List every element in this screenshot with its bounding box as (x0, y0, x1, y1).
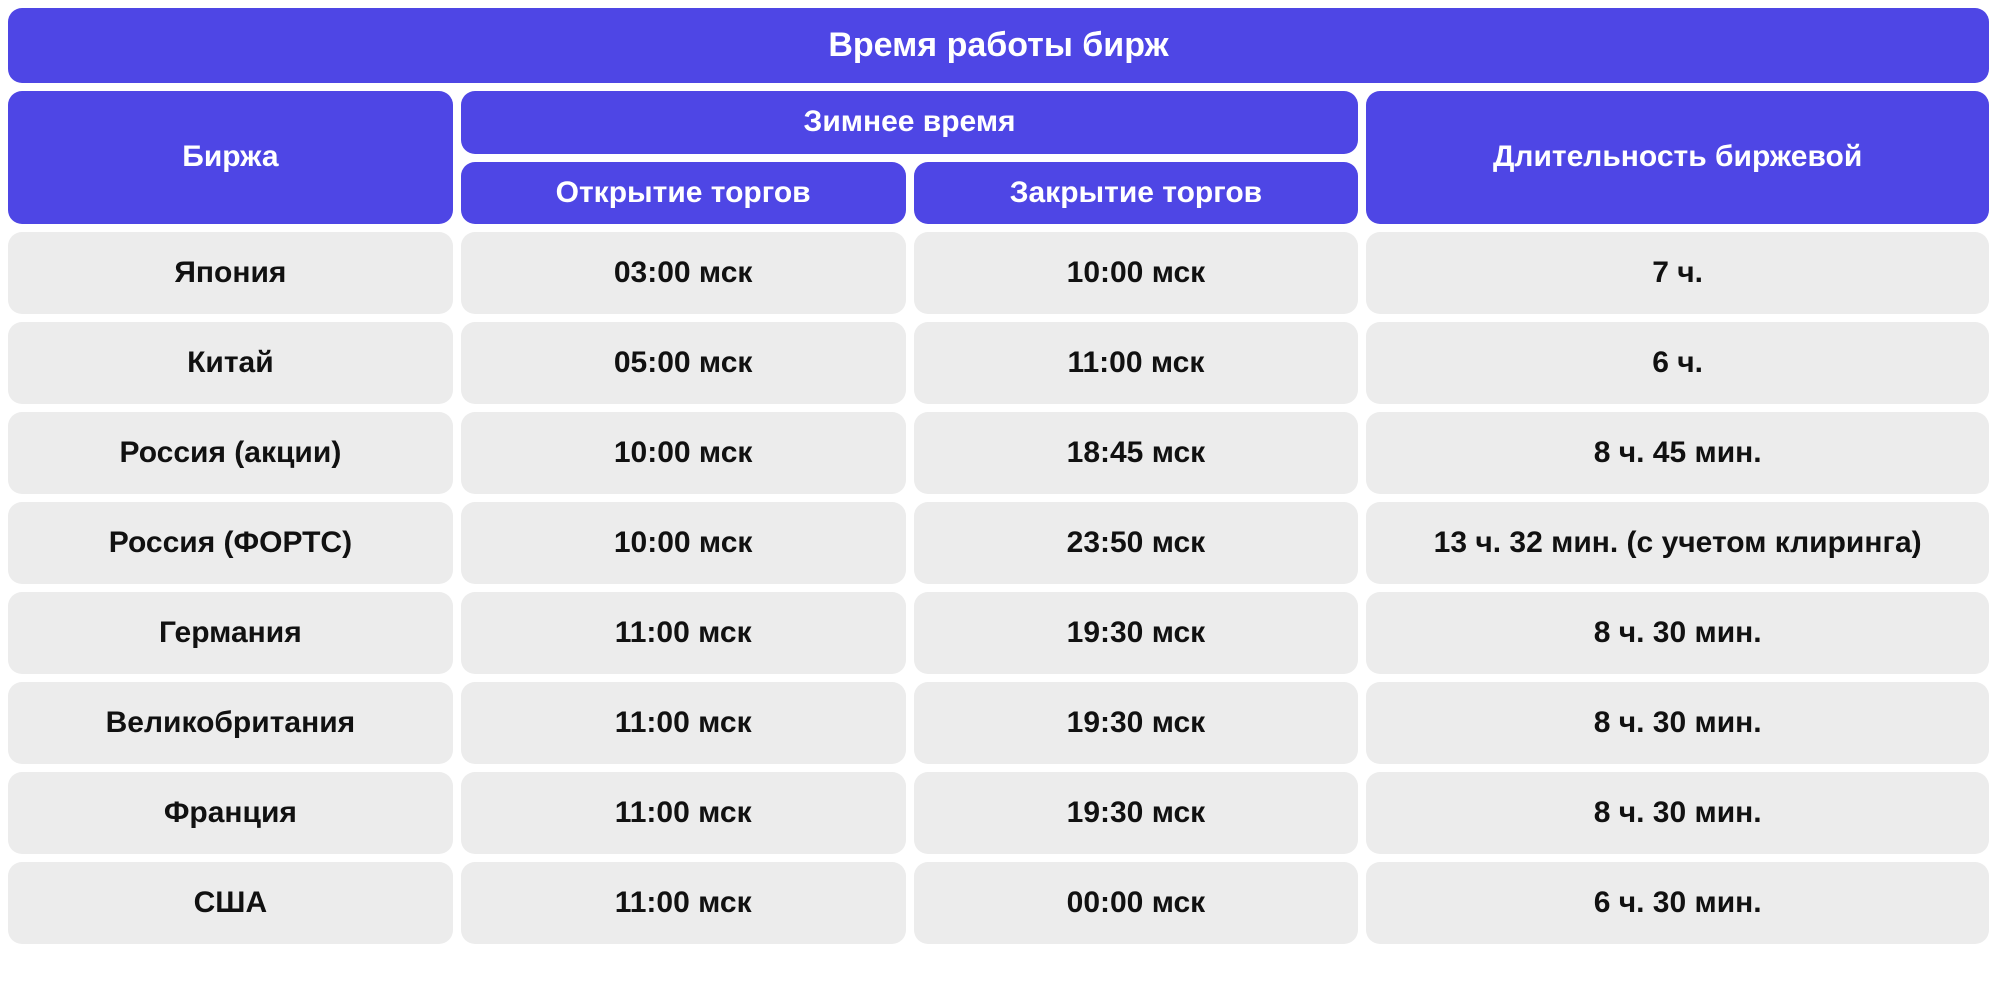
cell-exchange: Великобритания (8, 682, 453, 764)
table-row: Россия (ФОРТС) 10:00 мск 23:50 мск 13 ч.… (8, 502, 1989, 584)
cell-exchange: Германия (8, 592, 453, 674)
table-row: Япония 03:00 мск 10:00 мск 7 ч. (8, 232, 1989, 314)
table-row: США 11:00 мск 00:00 мск 6 ч. 30 мин. (8, 862, 1989, 944)
cell-duration: 8 ч. 30 мин. (1366, 592, 1989, 674)
cell-open: 11:00 мск (461, 772, 906, 854)
cell-open: 10:00 мск (461, 502, 906, 584)
col-header-winter: Зимнее время (461, 91, 1359, 154)
table-row: Великобритания 11:00 мск 19:30 мск 8 ч. … (8, 682, 1989, 764)
table-title: Время работы бирж (8, 8, 1989, 83)
cell-open: 10:00 мск (461, 412, 906, 494)
cell-open: 03:00 мск (461, 232, 906, 314)
cell-open: 11:00 мск (461, 862, 906, 944)
exchange-hours-table: Время работы бирж Биржа Зимнее время Отк… (8, 8, 1989, 944)
col-header-close: Закрытие торгов (914, 162, 1359, 225)
cell-close: 19:30 мск (914, 592, 1359, 674)
cell-duration: 13 ч. 32 мин. (с учетом клиринга) (1366, 502, 1989, 584)
cell-exchange: Китай (8, 322, 453, 404)
table-body: Япония 03:00 мск 10:00 мск 7 ч. Китай 05… (8, 232, 1989, 944)
cell-duration: 8 ч. 45 мин. (1366, 412, 1989, 494)
col-header-open: Открытие торгов (461, 162, 906, 225)
cell-duration: 8 ч. 30 мин. (1366, 682, 1989, 764)
cell-open: 11:00 мск (461, 592, 906, 674)
table-header: Биржа Зимнее время Открытие торгов Закры… (8, 91, 1989, 224)
cell-duration: 8 ч. 30 мин. (1366, 772, 1989, 854)
table-row: Россия (акции) 10:00 мск 18:45 мск 8 ч. … (8, 412, 1989, 494)
cell-open: 05:00 мск (461, 322, 906, 404)
table-row: Германия 11:00 мск 19:30 мск 8 ч. 30 мин… (8, 592, 1989, 674)
cell-close: 18:45 мск (914, 412, 1359, 494)
cell-open: 11:00 мск (461, 682, 906, 764)
cell-duration: 7 ч. (1366, 232, 1989, 314)
cell-close: 10:00 мск (914, 232, 1359, 314)
cell-close: 00:00 мск (914, 862, 1359, 944)
cell-close: 19:30 мск (914, 772, 1359, 854)
cell-close: 23:50 мск (914, 502, 1359, 584)
cell-duration: 6 ч. 30 мин. (1366, 862, 1989, 944)
cell-exchange: Япония (8, 232, 453, 314)
cell-duration: 6 ч. (1366, 322, 1989, 404)
table-row: Китай 05:00 мск 11:00 мск 6 ч. (8, 322, 1989, 404)
cell-exchange: Россия (акции) (8, 412, 453, 494)
table-row: Франция 11:00 мск 19:30 мск 8 ч. 30 мин. (8, 772, 1989, 854)
cell-exchange: Россия (ФОРТС) (8, 502, 453, 584)
cell-exchange: США (8, 862, 453, 944)
cell-close: 11:00 мск (914, 322, 1359, 404)
col-header-exchange: Биржа (8, 91, 453, 224)
cell-exchange: Франция (8, 772, 453, 854)
cell-close: 19:30 мск (914, 682, 1359, 764)
col-header-duration: Длительность биржевой (1366, 91, 1989, 224)
